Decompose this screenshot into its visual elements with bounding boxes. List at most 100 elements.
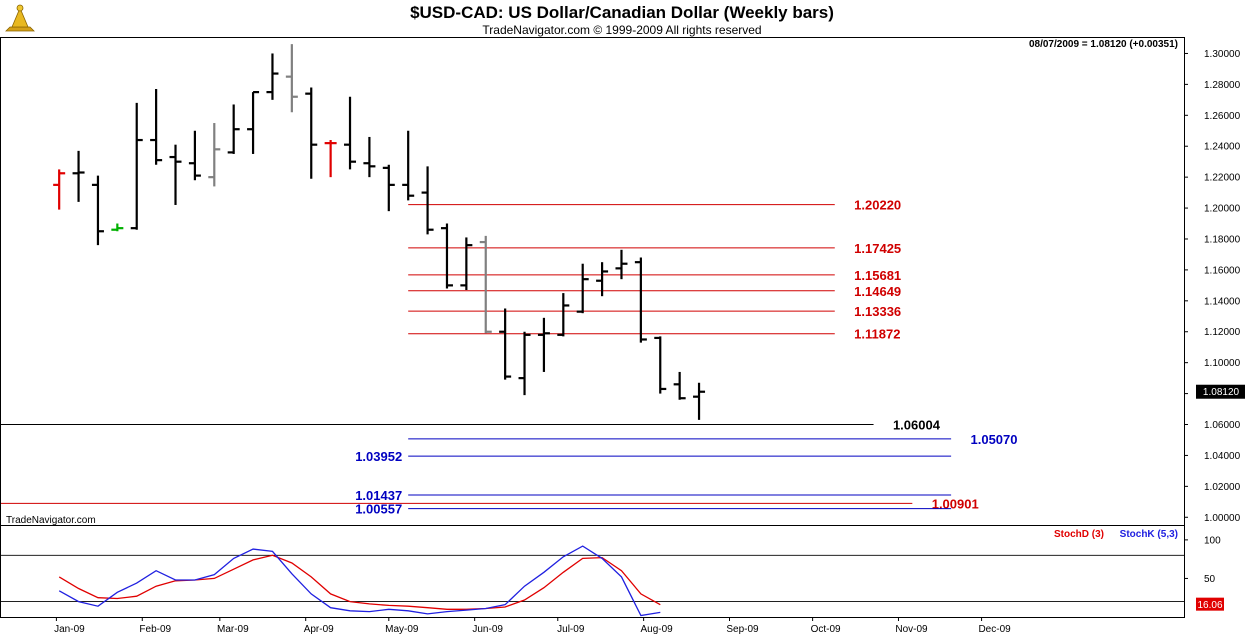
ohlc-bar (324, 140, 337, 178)
ohlc-bar (111, 223, 124, 232)
ohlc-bar (382, 164, 395, 212)
x-tick-label: Aug-09 (641, 624, 674, 635)
stoch-reference-lines (1, 554, 1184, 602)
ohlc-bar (596, 262, 609, 297)
ohlc-bar (421, 166, 434, 235)
ohlc-bar (150, 89, 163, 165)
price-y-tick-label: 1.30000 (1204, 49, 1241, 60)
stoch-last-label: 16.06 (1197, 600, 1222, 611)
ohlc-bar (615, 249, 628, 280)
legend-entry: StochK (5,3) (1120, 529, 1178, 540)
ohlc-bar (266, 53, 279, 100)
level-label: 1.17425 (854, 241, 901, 256)
ohlc-bar (247, 91, 260, 154)
stoch-panel-frame (0, 525, 1185, 618)
price-y-tick-label: 1.02000 (1204, 482, 1241, 493)
price-y-axis: 1.000001.020001.040001.060001.080001.100… (1184, 49, 1241, 524)
price-y-tick-label: 1.06000 (1204, 420, 1241, 431)
x-tick-label: Jan-09 (54, 624, 85, 635)
ohlc-bar (285, 44, 298, 113)
level-label: 1.14649 (854, 284, 901, 299)
level-label: 1.03952 (355, 449, 402, 464)
price-y-tick-label: 1.20000 (1204, 204, 1241, 215)
ohlc-bar (499, 308, 512, 380)
level-label: 1.01437 (355, 488, 402, 503)
x-tick-label: Feb-09 (139, 624, 171, 635)
x-tick-label: Nov-09 (895, 624, 928, 635)
stoch-line-d (58, 554, 661, 610)
ohlc-bar (305, 87, 318, 179)
ohlc-bar (673, 371, 686, 400)
ohlc-bar (479, 235, 492, 334)
level-label: 1.11872 (854, 327, 900, 342)
ohlc-bar (654, 336, 667, 394)
level-label: 1.13336 (854, 304, 901, 319)
price-y-tick-label: 1.00000 (1204, 513, 1241, 524)
ohlc-bar (634, 257, 647, 343)
ohlc-bar (227, 104, 240, 154)
price-bars (53, 44, 706, 420)
last-price-label: 1.08120 (1203, 387, 1240, 398)
price-y-tick-label: 1.14000 (1204, 296, 1241, 307)
stoch-legend: StochD (3) StochK (5,3) (1054, 529, 1178, 540)
x-tick-label: Oct-09 (811, 624, 841, 635)
price-y-tick-label: 1.28000 (1204, 80, 1241, 91)
x-tick-label: Apr-09 (304, 624, 334, 635)
level-label: 1.05070 (971, 432, 1018, 447)
ohlc-bar (363, 136, 376, 178)
last-price-box (1196, 384, 1245, 399)
ohlc-bar (169, 144, 182, 205)
stoch-y-tick-label: 100 (1204, 535, 1221, 546)
watermark-label: TradeNavigator.com (6, 515, 96, 526)
stoch-y-tick-label: 50 (1204, 574, 1216, 585)
level-label: 1.00901 (932, 496, 979, 511)
x-tick-label: Jul-09 (557, 624, 585, 635)
level-label: 1.15681 (854, 268, 901, 283)
price-y-tick-label: 1.04000 (1204, 451, 1241, 462)
price-y-tick-label: 1.26000 (1204, 111, 1241, 122)
ohlc-bar (53, 169, 66, 210)
ohlc-bar (188, 130, 201, 181)
ohlc-bar (693, 382, 706, 420)
ohlc-bar (208, 123, 221, 187)
x-tick-label: Jun-09 (472, 624, 503, 635)
ohlc-bar (91, 175, 104, 246)
x-tick-label: Sep-09 (726, 624, 759, 635)
price-y-tick-label: 1.22000 (1204, 173, 1241, 184)
level-label: 1.20220 (854, 198, 901, 213)
ohlc-bar (537, 317, 550, 372)
stoch-series (58, 545, 661, 617)
price-y-tick-label: 1.16000 (1204, 265, 1241, 276)
chart-subtitle: TradeNavigator.com © 1999-2009 All right… (482, 23, 761, 37)
price-y-tick-label: 1.18000 (1204, 234, 1241, 245)
ohlc-bar (440, 223, 453, 289)
ohlc-bar (344, 96, 357, 170)
stoch-y-axis: 100 50 16.06 (1184, 535, 1224, 611)
price-y-tick-label: 1.12000 (1204, 327, 1241, 338)
x-tick-label: Mar-09 (217, 624, 249, 635)
quote-readout: 08/07/2009 = 1.08120 (+0.00351) (1029, 39, 1178, 50)
ohlc-bar (557, 293, 570, 337)
legend-entry: StochD (3) (1054, 529, 1104, 540)
stoch-last-box (1196, 597, 1224, 611)
x-tick-label: Dec-09 (978, 624, 1011, 635)
ohlc-bar (402, 130, 415, 201)
ohlc-bar (576, 263, 589, 314)
price-y-tick-label: 1.24000 (1204, 142, 1241, 153)
chart-title: $USD-CAD: US Dollar/Canadian Dollar (Wee… (410, 3, 834, 22)
x-axis: Jan-09 Feb-09 Mar-09 Apr-09 May-09 Jun-09 Jul-… (54, 617, 1011, 635)
stoch-line-k (58, 545, 661, 617)
level-label: 1.06004 (893, 417, 941, 432)
ohlc-bar (130, 102, 143, 230)
tradenavigator-logo (5, 4, 35, 32)
ohlc-bar (72, 150, 85, 202)
level-label: 1.00557 (355, 502, 402, 517)
ohlc-bar (460, 237, 473, 291)
x-tick-label: May-09 (385, 624, 419, 635)
ohlc-bar (518, 331, 531, 396)
last-price-marker: 1.08120 (1196, 384, 1245, 399)
price-y-tick-label: 1.10000 (1204, 358, 1241, 369)
